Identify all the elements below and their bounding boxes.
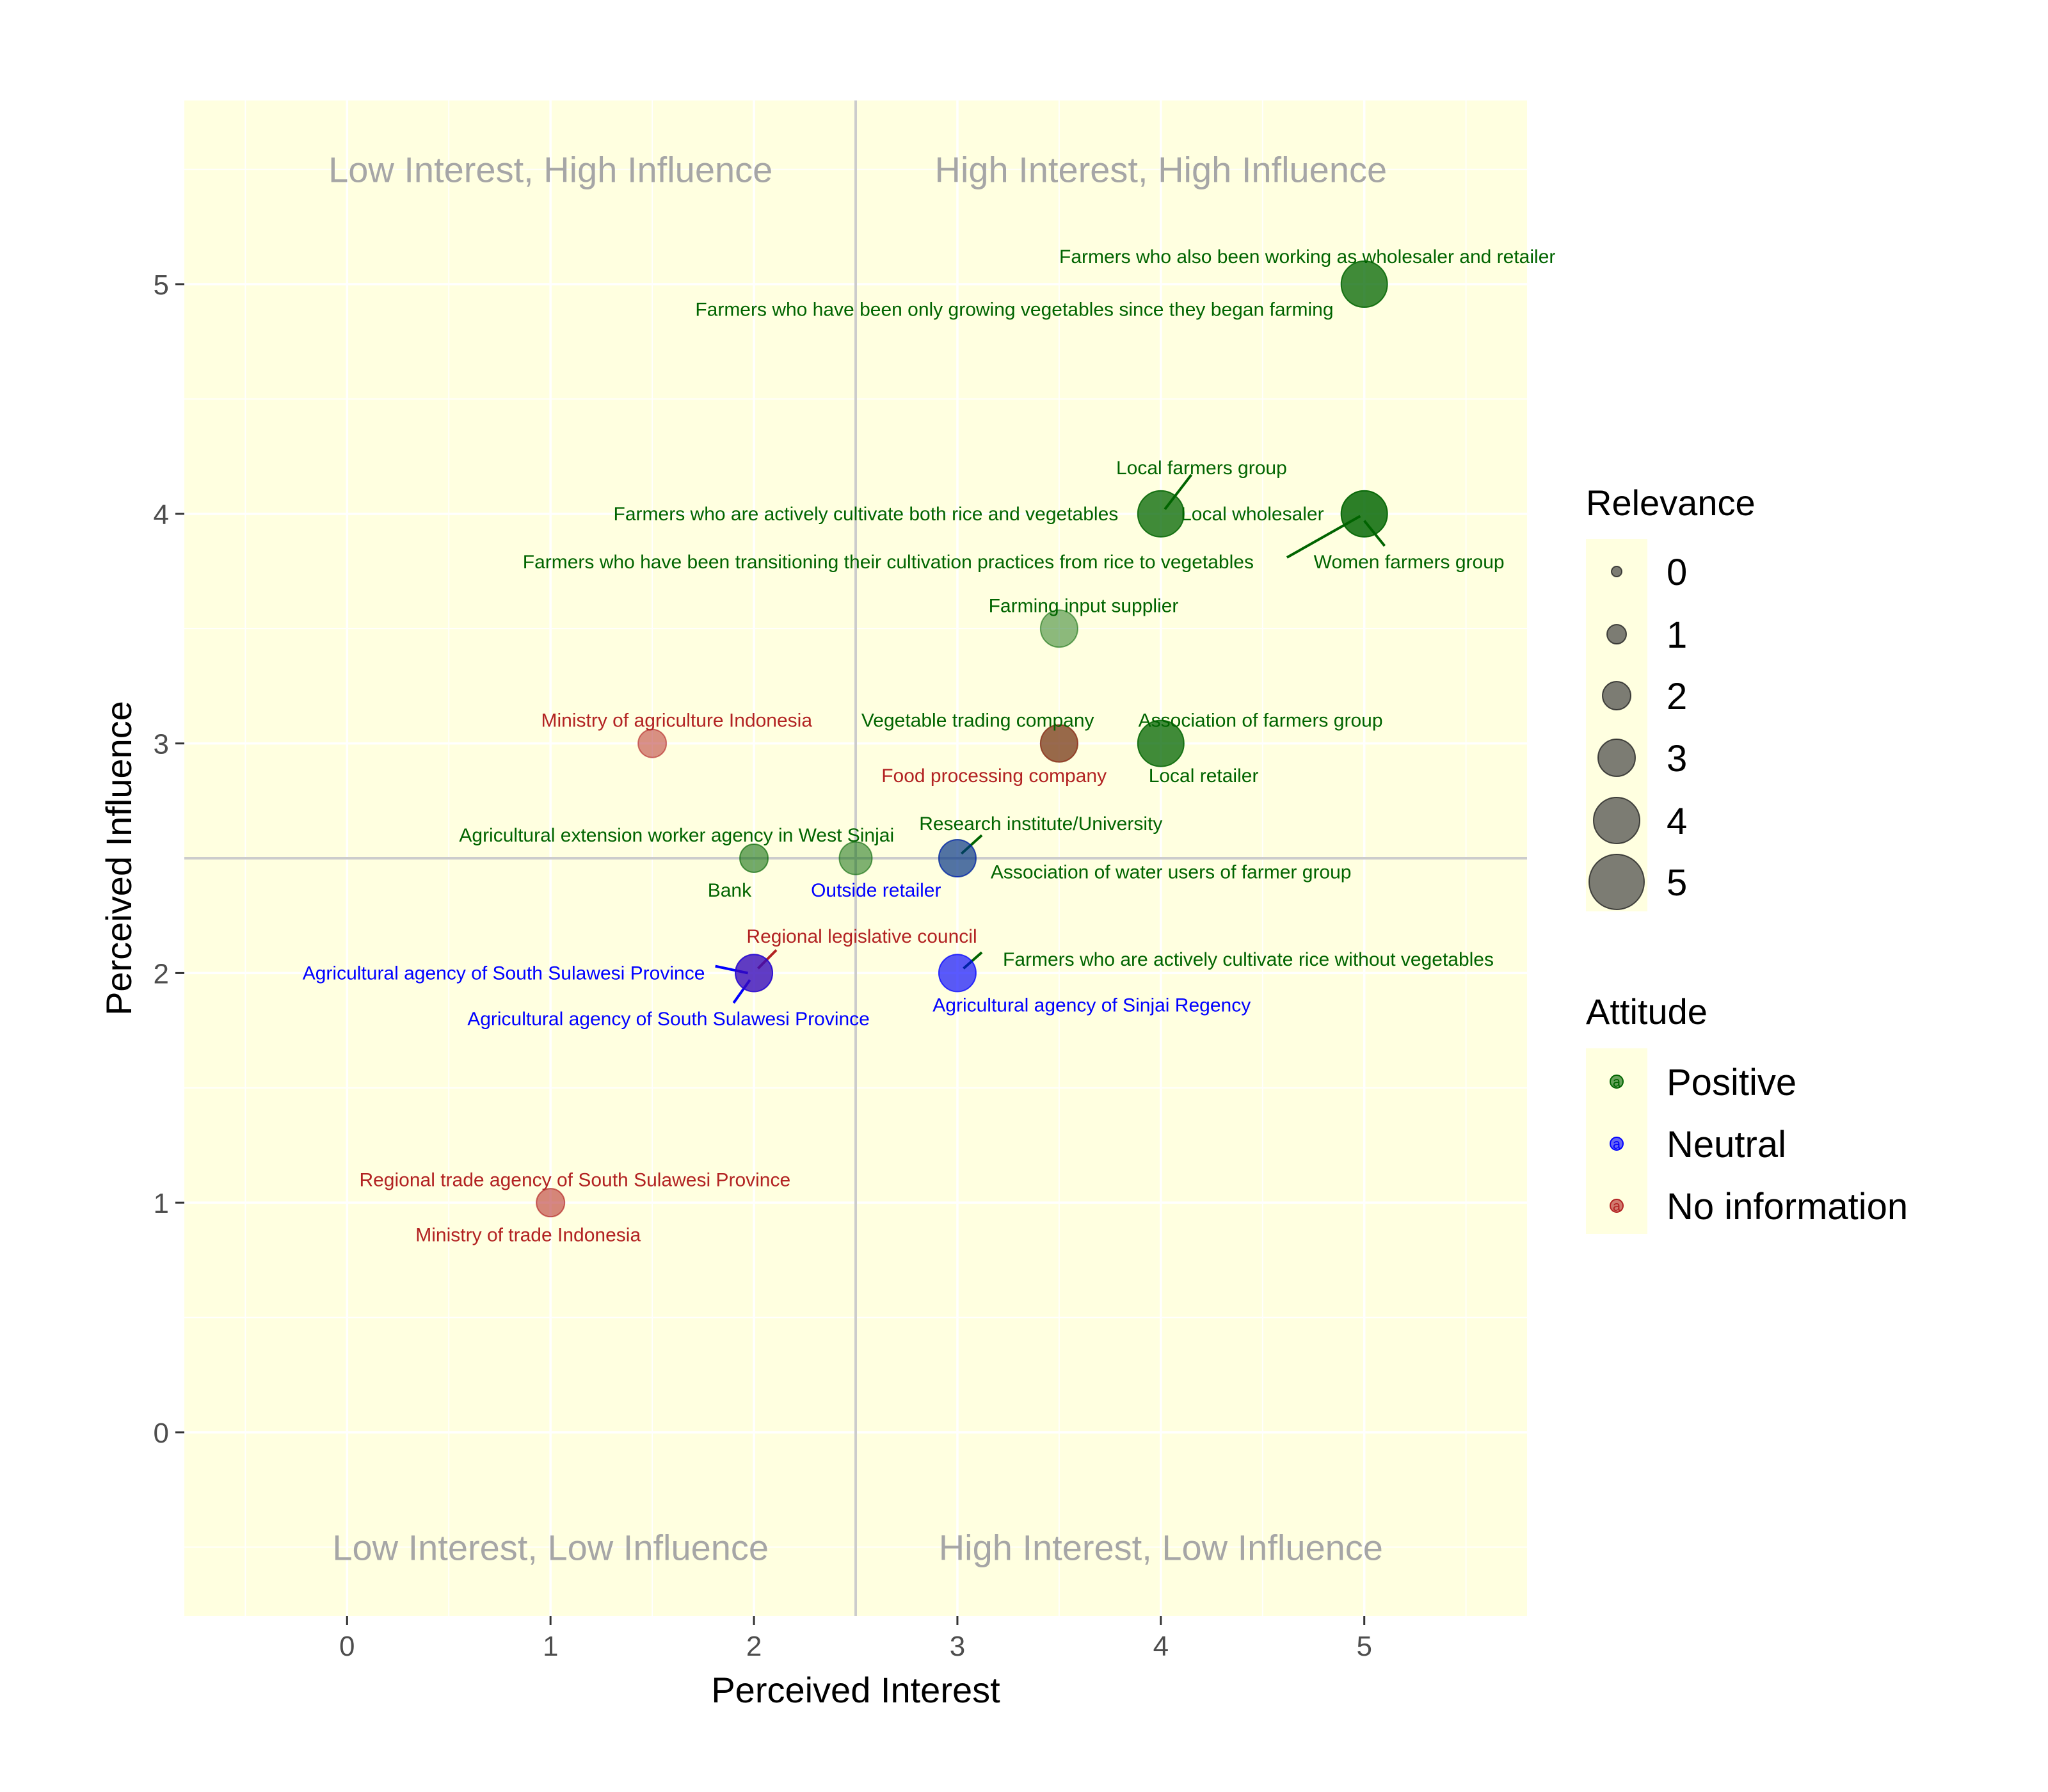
- point-label: Association of water users of farmer gro…: [991, 862, 1352, 883]
- x-axis-tick-label: 5: [1356, 1631, 1372, 1662]
- legend-relevance-label: 4: [1667, 801, 1687, 842]
- x-axis-tick-label: 3: [950, 1631, 965, 1662]
- x-axis-tick-label: 0: [339, 1631, 355, 1662]
- quadrant-label: High Interest, High Influence: [935, 150, 1388, 190]
- legend-relevance-key: [1611, 566, 1622, 577]
- axes: 0 1 2 3 4 5 0 1 2 3 4 5: [154, 269, 1372, 1662]
- legend-relevance-key: [1593, 797, 1640, 844]
- data-point: [536, 1188, 566, 1218]
- x-axis-title: Perceived Interest: [711, 1670, 1000, 1710]
- legend-relevance: Relevance 0 1 2 3 4 5: [1586, 483, 1756, 911]
- legend-attitude-label: No information: [1667, 1186, 1908, 1228]
- legend-relevance-label: 2: [1667, 676, 1687, 717]
- legend-relevance-key: [1588, 854, 1645, 910]
- legend-attitude-key: [1610, 1199, 1624, 1213]
- y-axis-tick-label: 1: [154, 1188, 169, 1219]
- data-point: [1340, 490, 1388, 538]
- data-point: [838, 841, 873, 876]
- legend-attitude-glyph: a: [1613, 1198, 1621, 1214]
- point-label: Ministry of agriculture Indonesia: [541, 710, 813, 732]
- y-axis-tick-label: 3: [154, 729, 169, 760]
- point-label: Farmers who are actively cultivate both …: [614, 504, 1119, 525]
- point-label: Agricultural agency of South Sulawesi Pr…: [467, 1009, 870, 1030]
- point-label: Agricultural agency of Sinjai Regency: [932, 995, 1251, 1016]
- data-point: [1039, 609, 1078, 648]
- legend-attitude-glyph: a: [1613, 1074, 1621, 1090]
- legend-attitude-key: [1610, 1137, 1624, 1151]
- quadrant-labels: Low Interest, High Influence High Interes…: [328, 150, 1387, 1568]
- legend-attitude-key: [1610, 1075, 1624, 1089]
- point-labels: Farmers who also been working as wholesa…: [303, 246, 1556, 1245]
- data-point: [1137, 719, 1185, 767]
- quadrant-label: Low Interest, Low Influence: [332, 1527, 769, 1567]
- data-point: [1340, 260, 1388, 308]
- data-point: [735, 954, 774, 993]
- legend-relevance-label: 3: [1667, 738, 1687, 780]
- data-point: [938, 839, 977, 877]
- point-label: Local wholesaler: [1181, 504, 1324, 525]
- point-label: Vegetable trading company: [861, 710, 1094, 732]
- legend-attitude-glyph: a: [1613, 1136, 1621, 1152]
- legend-relevance-title: Relevance: [1586, 483, 1756, 523]
- point-label: Bank: [708, 880, 752, 901]
- point-label: Agricultural extension worker agency in …: [459, 825, 894, 846]
- point-label: Association of farmers group: [1139, 710, 1383, 732]
- legend-attitude: Attitude a Positive a Neutral a No informatio…: [1586, 991, 1908, 1234]
- quadrant-label: Low Interest, High Influence: [328, 150, 772, 190]
- point-label: Local retailer: [1149, 765, 1259, 787]
- point-label: Farmers who have been only growing veget…: [695, 299, 1333, 320]
- x-axis-tick-label: 2: [746, 1631, 762, 1662]
- point-label: Ministry of trade Indonesia: [415, 1224, 641, 1245]
- x-axis-tick-label: 4: [1153, 1631, 1169, 1662]
- y-axis-tick-label: 5: [154, 269, 169, 301]
- legend-relevance-label: 5: [1667, 862, 1687, 904]
- point-label: Regional trade agency of South Sulawesi …: [359, 1169, 790, 1190]
- point-label: Local farmers group: [1116, 458, 1287, 479]
- point-label: Regional legislative council: [746, 926, 977, 947]
- data-point: [1340, 490, 1388, 538]
- point-label: Farmers who have been transitioning thei…: [523, 552, 1254, 573]
- data-point: [1039, 724, 1078, 763]
- point-label: Farmers who are actively cultivate rice …: [1003, 949, 1494, 970]
- legend-relevance-label: 0: [1667, 552, 1687, 593]
- data-point: [739, 844, 769, 873]
- legend-attitude-label: Neutral: [1667, 1124, 1786, 1165]
- data-point: [938, 954, 977, 993]
- legend-attitude-label: Positive: [1667, 1062, 1796, 1103]
- legend-relevance-key-background: [1586, 539, 1647, 911]
- data-point: [637, 728, 668, 758]
- point-label: Women farmers group: [1314, 552, 1505, 573]
- quadrant-label: High Interest, Low Influence: [939, 1527, 1383, 1567]
- legend-relevance-label: 1: [1667, 614, 1687, 656]
- data-point: [1137, 490, 1185, 538]
- point-label: Outside retailer: [811, 880, 941, 901]
- x-axis-tick-label: 1: [543, 1631, 558, 1662]
- y-axis-title: Perceived Influence: [99, 701, 139, 1016]
- point-label: Farmers who also been working as wholesa…: [1059, 246, 1555, 268]
- point-label: Farming input supplier: [989, 595, 1179, 616]
- legend-attitude-title: Attitude: [1586, 991, 1708, 1032]
- legend-relevance-key: [1602, 681, 1631, 710]
- data-points: [536, 260, 1388, 1218]
- point-label: Food processing company: [881, 765, 1107, 787]
- point-label: Agricultural agency of South Sulawesi Pr…: [303, 963, 705, 984]
- point-label: Research institute/University: [919, 813, 1162, 835]
- y-axis-tick-label: 4: [154, 499, 169, 531]
- legend-relevance-key: [1597, 739, 1636, 777]
- y-axis-tick-label: 0: [154, 1418, 169, 1449]
- legend-relevance-key: [1606, 624, 1627, 644]
- y-axis-tick-label: 2: [154, 958, 169, 989]
- data-point: [938, 839, 977, 877]
